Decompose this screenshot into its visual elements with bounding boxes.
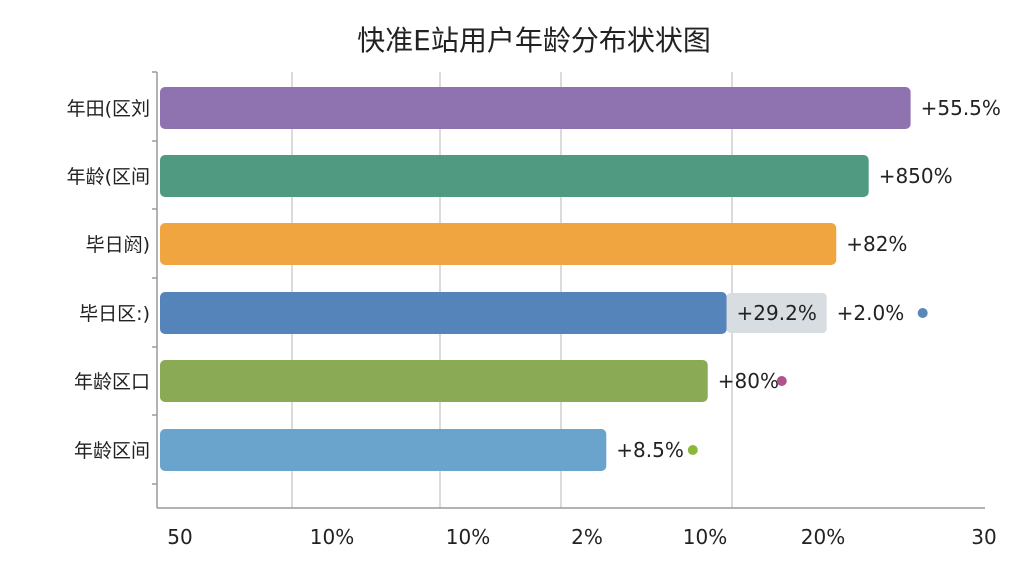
bar bbox=[160, 223, 837, 265]
data-label: +8.5% bbox=[616, 438, 684, 462]
bar bbox=[160, 87, 911, 129]
secondary-label: +2.0% bbox=[837, 301, 905, 325]
category-label: 年龄区口 bbox=[74, 371, 150, 393]
data-label: +82% bbox=[846, 232, 907, 256]
category-label: 年龄(区间 bbox=[67, 166, 150, 188]
bar bbox=[160, 429, 607, 471]
category-label: 毕日阏) bbox=[86, 234, 150, 256]
dot-marker bbox=[687, 445, 698, 455]
bar bbox=[160, 155, 869, 197]
x-tick-label: 2% bbox=[571, 525, 603, 549]
data-label: +29.2% bbox=[737, 301, 817, 325]
chart-title: 快准E站用户年龄分布状状图 bbox=[357, 24, 711, 57]
x-tick-label: 10% bbox=[310, 525, 354, 549]
bar bbox=[160, 292, 727, 334]
x-tick-label: 50 bbox=[167, 525, 192, 549]
x-tick-label: 10% bbox=[683, 525, 727, 549]
bar-extension bbox=[726, 293, 827, 333]
category-label: 年田(区刘 bbox=[67, 98, 150, 120]
x-tick-label: 20% bbox=[801, 525, 845, 549]
dot-marker bbox=[776, 376, 787, 386]
data-label: +55.5% bbox=[921, 96, 1001, 120]
data-label: +850% bbox=[879, 164, 953, 188]
category-label: 年龄区间 bbox=[74, 440, 150, 462]
bar bbox=[160, 360, 708, 402]
category-label: 毕日区:) bbox=[79, 303, 150, 325]
data-label: +80% bbox=[718, 369, 779, 393]
dot-marker bbox=[917, 308, 928, 318]
x-tick-label: 30 bbox=[971, 525, 996, 549]
x-tick-label: 10% bbox=[446, 525, 490, 549]
